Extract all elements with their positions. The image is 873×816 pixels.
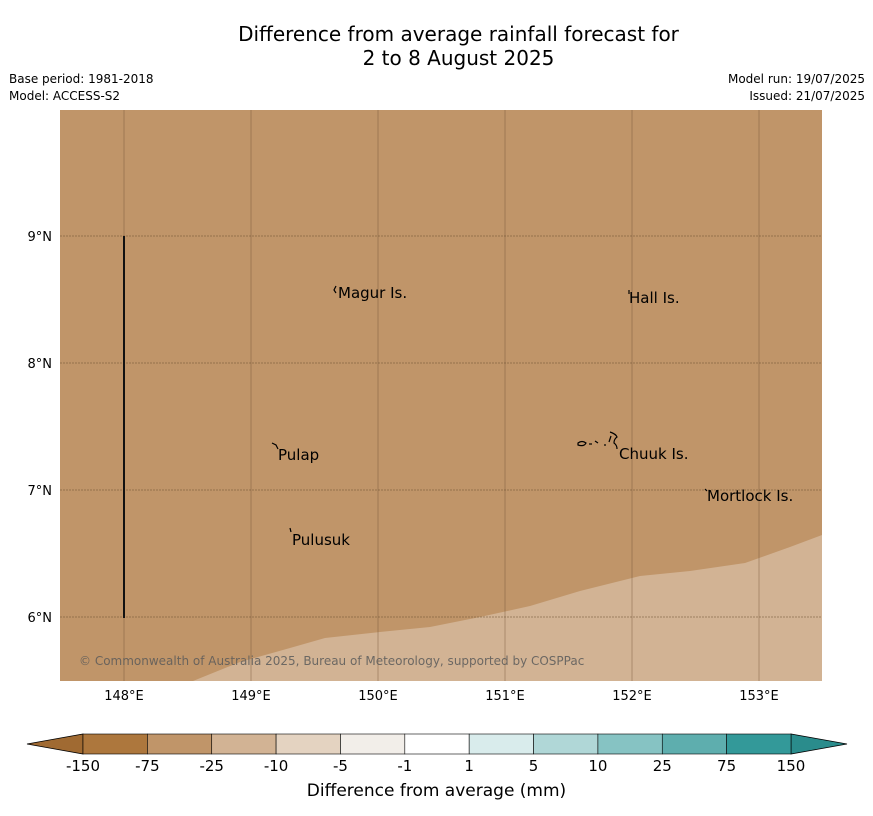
colorbar-cell: [147, 733, 213, 755]
longitude-gridlines: [123, 110, 760, 681]
colorbar-tick: -1: [397, 757, 412, 775]
place-label-pulusuk: Pulusuk: [292, 531, 350, 549]
colorbar-label: Difference from average (mm): [306, 781, 567, 801]
colorbar-cell: [82, 733, 148, 755]
run-info: Model run: 19/07/2025 Issued: 21/07/2025: [728, 71, 865, 105]
colorbar-cell: [533, 733, 599, 755]
colorbar-extend-low: [26, 733, 84, 755]
colorbar-tick: 10: [588, 757, 607, 775]
lat-label-8n: 8°N: [28, 357, 53, 372]
colorbar-tick: -10: [264, 757, 289, 775]
colorbar-tick: 1: [464, 757, 474, 775]
base-period: Base period: 1981-2018: [9, 72, 154, 86]
colorbar-tick: -150: [66, 757, 100, 775]
model-name: Model: ACCESS-S2: [9, 89, 121, 103]
model-run: Model run: 19/07/2025: [727, 72, 865, 86]
base-info: Base period: 1981-2018 Model: ACCESS-S2: [9, 71, 154, 105]
latitude-gridlines: [60, 235, 822, 618]
colorbar-cell: [404, 733, 470, 755]
place-label-chuuk: Chuuk Is.: [619, 445, 688, 463]
colorbar-cell: [726, 733, 792, 755]
colorbar-cell: [597, 733, 663, 755]
colorbar-cell: [340, 733, 406, 755]
map-title: Difference from average rainfall forecas…: [0, 22, 873, 70]
place-label-pulap: Pulap: [278, 446, 319, 464]
lat-label-9n: 9°N: [28, 230, 53, 245]
lon-label-149e: 149°E: [231, 689, 271, 704]
colorbar-extend-high: [790, 733, 848, 755]
lat-label-6n: 6°N: [28, 611, 53, 626]
title-line-2: 2 to 8 August 2025: [362, 46, 555, 70]
copyright-text: © Commonwealth of Australia 2025, Bureau…: [79, 654, 584, 668]
colorbar-tick: 25: [653, 757, 672, 775]
colorbar-tick: 75: [717, 757, 736, 775]
lon-label-153e: 153°E: [739, 689, 779, 704]
place-label-magur: Magur Is.: [338, 284, 407, 302]
colorbar-cell: [661, 733, 727, 755]
colorbar-tick: 5: [529, 757, 539, 775]
island-outlines: [271, 285, 708, 533]
lon-label-152e: 152°E: [612, 689, 652, 704]
issued-date: Issued: 21/07/2025: [749, 89, 865, 103]
lon-label-151e: 151°E: [485, 689, 525, 704]
colorbar-tick: -75: [135, 757, 160, 775]
place-label-mortlock: Mortlock Is.: [707, 487, 793, 505]
lat-label-7n: 7°N: [28, 484, 53, 499]
lon-label-150e: 150°E: [358, 689, 398, 704]
lon-label-148e: 148°E: [104, 689, 144, 704]
colorbar-tick: -25: [199, 757, 224, 775]
colorbar: -150 -75 -25 -10 -5 -1 1 5 10 25 75 150: [26, 733, 848, 775]
lighter-rainfall-region: [193, 535, 822, 681]
colorbar-cell: [211, 733, 277, 755]
colorbar-cell: [468, 733, 534, 755]
title-line-1: Difference from average rainfall forecas…: [238, 22, 679, 46]
colorbar-tick: 150: [777, 757, 806, 775]
place-label-hall: Hall Is.: [629, 289, 680, 307]
colorbar-tick: -5: [333, 757, 348, 775]
colorbar-cell: [275, 733, 341, 755]
